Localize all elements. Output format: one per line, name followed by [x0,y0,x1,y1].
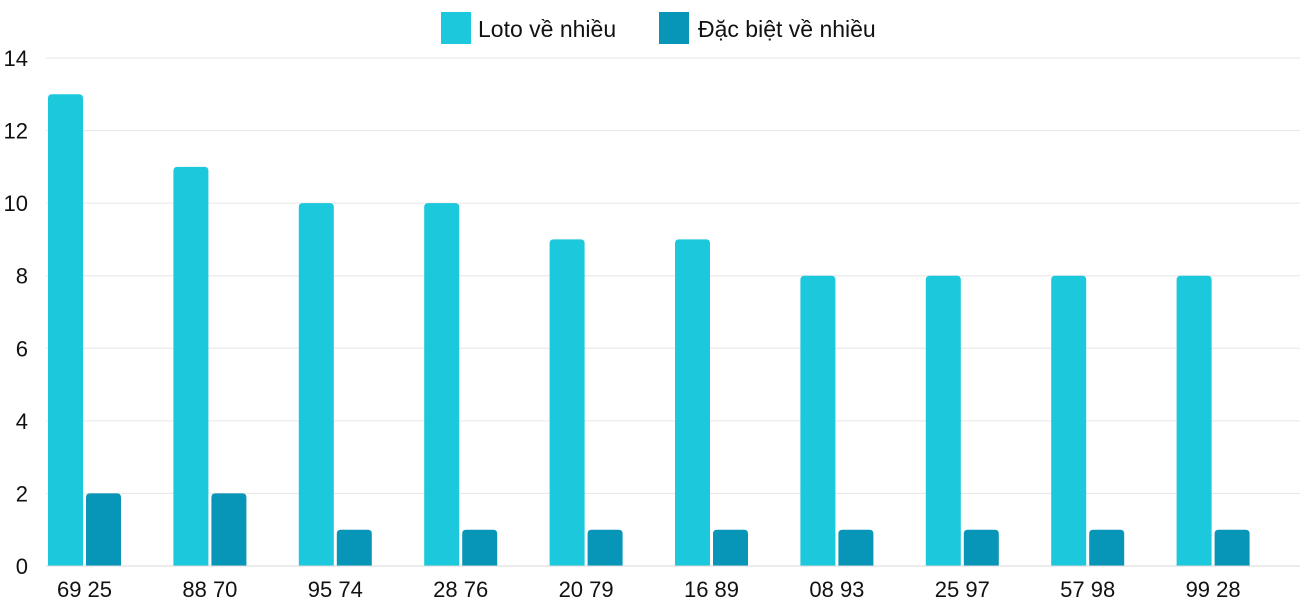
x-tick-label: 57 98 [1060,577,1115,600]
bar-loto-88-70 [173,166,209,566]
bar-loto-08-93 [800,275,836,566]
bar-loto-16-89 [675,239,710,566]
y-tick-label: 14 [4,46,28,71]
legend: Loto về nhiều Đặc biệt về nhiều [441,12,876,44]
y-tick-label: 8 [16,264,28,289]
bar-dac-biet-95-74 [336,529,372,566]
bar-dac-biet-99-28 [1214,529,1250,566]
x-tick-label: 25 97 [935,577,990,600]
y-tick-label: 10 [4,191,28,216]
y-tick-label: 6 [16,336,28,361]
y-tick-label: 2 [16,481,28,506]
legend-label-dac-biet: Đặc biệt về nhiều [698,16,876,42]
bar-loto-69-25 [48,94,83,567]
bar-dac-biet-28-76 [462,529,498,566]
x-tick-label: 16 89 [684,577,739,600]
bar-loto-99-28 [1176,275,1212,566]
bar-loto-20-79 [549,239,585,566]
x-tick-label: 08 93 [809,577,864,600]
x-tick-label: 69 25 [57,577,112,600]
bar-dac-biet-08-93 [838,529,874,566]
y-axis-ticks: 0 2 4 6 8 10 12 14 [4,46,28,579]
bar-dac-biet-20-79 [587,529,623,566]
x-tick-label: 88 70 [182,577,237,600]
bar-loto-57-98 [1051,275,1087,566]
y-tick-label: 12 [4,119,28,144]
x-tick-label: 28 76 [433,577,488,600]
bar-dac-biet-25-97 [963,529,999,566]
bar-dac-biet-57-98 [1089,529,1125,566]
bar-loto-28-76 [424,203,460,566]
x-tick-label: 99 28 [1186,577,1241,600]
bar-dac-biet-88-70 [211,493,247,566]
y-tick-label: 0 [16,554,28,579]
legend-swatch-loto [441,12,471,44]
legend-swatch-dac-biet [659,12,689,44]
bar-dac-biet-69-25 [86,493,121,566]
y-tick-label: 4 [16,409,28,434]
gridlines [46,57,1300,494]
x-axis-ticks: 69 25 88 70 95 74 28 76 20 79 16 89 08 93 25 97… [57,577,1241,600]
bar-dac-biet-16-89 [713,529,748,566]
bars [48,94,1250,567]
x-tick-label: 95 74 [308,577,363,600]
legend-label-loto: Loto về nhiều [478,16,616,42]
x-tick-label: 20 79 [559,577,614,600]
bar-loto-25-97 [925,275,961,566]
bar-loto-95-74 [298,203,334,566]
